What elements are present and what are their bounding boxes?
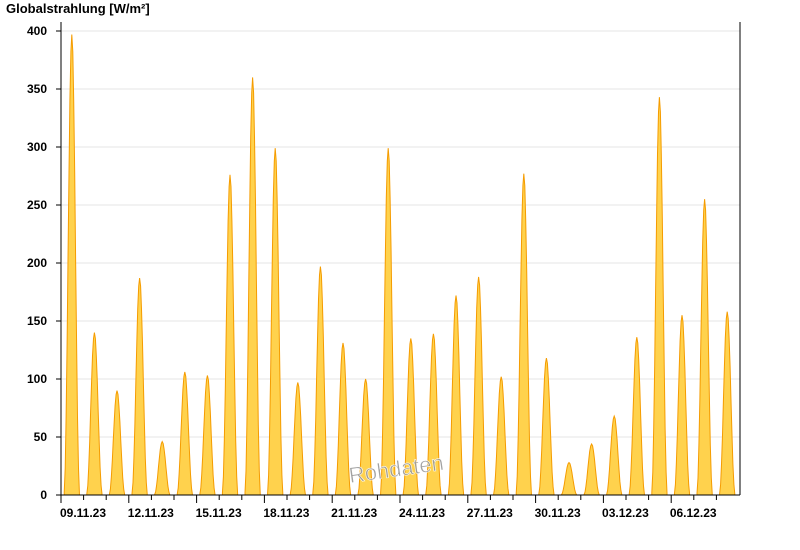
x-tick-label: 06.12.23: [670, 506, 717, 520]
day-radiation-area: [176, 371, 193, 496]
day-radiation-area: [289, 382, 306, 496]
day-radiation-area: [380, 148, 397, 496]
y-tick-label: 50: [34, 430, 48, 444]
day-radiation-area: [425, 333, 442, 496]
chart-title: Globalstrahlung [W/m²]: [6, 1, 150, 16]
day-radiation-area: [154, 440, 171, 496]
day-radiation-area: [334, 342, 352, 496]
day-radiation-area: [515, 173, 532, 496]
day-radiation-area: [628, 337, 645, 496]
day-radiation-area: [470, 276, 487, 496]
x-tick-label: 30.11.23: [535, 506, 581, 520]
day-radiation-area: [267, 148, 284, 496]
day-radiation-area: [402, 338, 419, 496]
x-tick-label: 03.12.23: [602, 506, 649, 520]
day-radiation-area: [108, 390, 126, 496]
x-tick-label: 27.11.23: [467, 506, 513, 520]
y-tick-label: 250: [27, 198, 47, 212]
day-radiation-area: [651, 97, 668, 496]
y-tick-label: 100: [27, 372, 47, 386]
x-tick-label: 24.11.23: [399, 506, 445, 520]
y-tick-label: 300: [27, 140, 47, 154]
day-radiation-area: [538, 358, 555, 496]
day-radiation-area: [583, 442, 600, 496]
y-tick-label: 0: [40, 488, 47, 502]
day-radiation-area: [86, 332, 103, 496]
x-tick-label: 18.11.23: [263, 506, 309, 520]
data-series: [63, 34, 736, 496]
grid-lines: [61, 30, 740, 438]
x-tick-label: 21.11.23: [331, 506, 377, 520]
day-radiation-area: [696, 199, 713, 496]
day-radiation-area: [493, 376, 510, 496]
y-tick-label: 400: [27, 24, 47, 38]
day-radiation-area: [221, 174, 239, 496]
x-tick-label: 12.11.23: [128, 506, 174, 520]
day-radiation-area: [447, 295, 465, 496]
day-radiation-area: [312, 266, 329, 496]
day-radiation-area: [719, 311, 736, 496]
x-tick-label: 09.11.23: [60, 506, 106, 520]
day-radiation-area: [244, 77, 261, 496]
day-radiation-area: [357, 378, 374, 496]
day-radiation-area: [606, 414, 623, 496]
y-tick-label: 200: [27, 256, 47, 270]
x-tick-label: 15.11.23: [196, 506, 242, 520]
y-tick-label: 350: [27, 82, 47, 96]
y-tick-label: 150: [27, 314, 47, 328]
axes: 0 50 100 150 200 250 300 350 400 09.11.23 12.11.23…: [27, 22, 741, 520]
day-radiation-area: [199, 375, 216, 496]
day-radiation-area: [131, 278, 148, 496]
day-radiation-area: [560, 461, 578, 496]
day-radiation-area: [673, 315, 691, 496]
day-radiation-area: [63, 34, 80, 496]
